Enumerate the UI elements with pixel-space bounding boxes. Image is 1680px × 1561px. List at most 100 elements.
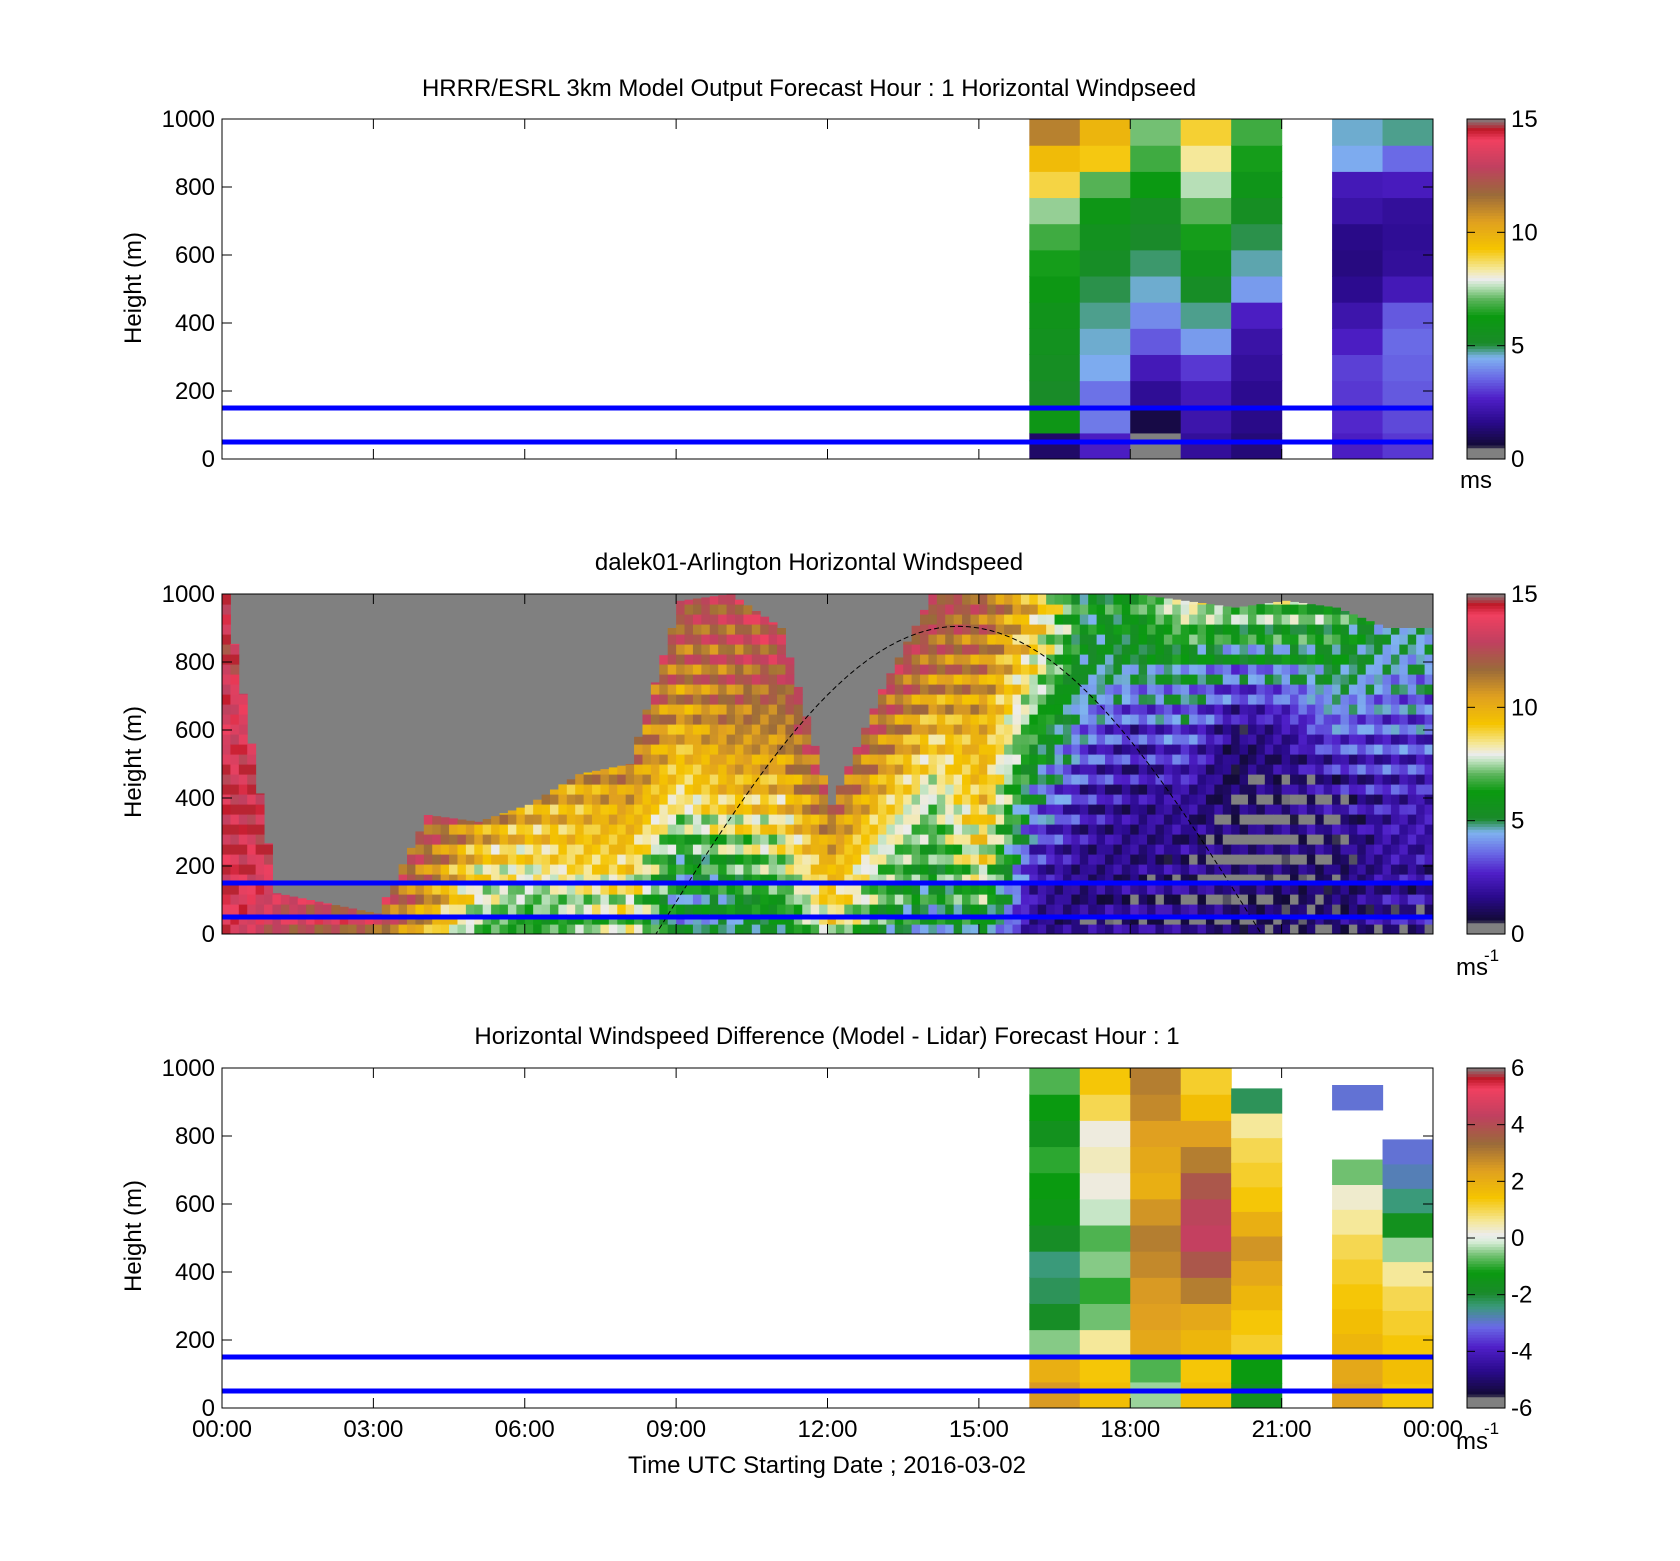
heatmap-cell — [1054, 664, 1064, 675]
colorbar-swatch — [1467, 1308, 1505, 1313]
heatmap-cell — [1256, 764, 1266, 775]
heatmap-cell — [1062, 614, 1072, 625]
heatmap-cell — [322, 904, 332, 915]
colorbar-swatch — [1467, 1138, 1505, 1143]
heatmap-cell — [1407, 874, 1417, 885]
heatmap-cell — [432, 824, 442, 835]
heatmap-cell — [718, 714, 728, 725]
heatmap-cell — [465, 834, 475, 845]
heatmap-cell — [1290, 604, 1299, 615]
heatmap-cell — [692, 754, 702, 765]
heatmap-cell — [1298, 864, 1308, 875]
heatmap-cell — [1105, 824, 1114, 835]
heatmap-cell — [642, 854, 652, 865]
heatmap-cell — [1323, 714, 1333, 725]
heatmap-cell — [928, 894, 938, 905]
heatmap-cell — [415, 874, 425, 885]
heatmap-cell — [802, 784, 812, 795]
heatmap-cell — [440, 894, 450, 905]
heatmap-cell — [1121, 694, 1131, 705]
heatmap-cell — [423, 904, 433, 915]
heatmap-cell — [928, 824, 938, 835]
heatmap-cell — [230, 794, 240, 805]
heatmap-cell — [558, 864, 568, 875]
heatmap-cell — [1180, 874, 1190, 885]
heatmap-cell — [1231, 614, 1241, 625]
heatmap-cell — [760, 754, 770, 765]
heatmap-cell — [793, 874, 803, 885]
heatmap-cell — [852, 814, 862, 825]
heatmap-cell — [1273, 824, 1283, 835]
heatmap-cell — [802, 904, 812, 915]
heatmap-cell — [1130, 145, 1182, 172]
heatmap-cell — [726, 724, 736, 735]
heatmap-cell — [1071, 824, 1081, 835]
heatmap-cell — [751, 804, 761, 815]
colorbar-swatch — [1467, 798, 1505, 802]
heatmap-cell — [701, 884, 711, 895]
heatmap-cell — [894, 804, 904, 815]
heatmap-cell — [1306, 744, 1316, 755]
heatmap-cell — [1138, 714, 1148, 725]
colorbar-swatch — [1467, 1167, 1505, 1171]
heatmap-cell — [238, 794, 248, 805]
heatmap-cell — [1130, 924, 1140, 934]
heatmap-cell — [734, 904, 744, 915]
heatmap-cell — [1306, 824, 1316, 835]
heatmap-cell — [1424, 654, 1433, 665]
heatmap-cell — [1037, 724, 1047, 735]
heatmap-cell — [751, 624, 761, 635]
heatmap-cell — [692, 904, 702, 915]
heatmap-cell — [1332, 302, 1384, 329]
heatmap-cell — [1357, 844, 1367, 855]
heatmap-cell — [1256, 884, 1266, 895]
heatmap-cell — [457, 864, 467, 875]
heatmap-cell — [297, 904, 307, 915]
heatmap-cell — [238, 774, 248, 785]
colorbar-swatch — [1467, 659, 1505, 663]
heatmap-cell — [692, 644, 702, 655]
heatmap-cell — [625, 804, 635, 815]
heatmap-cell — [465, 854, 475, 865]
heatmap-cell — [827, 814, 837, 825]
heatmap-cell — [659, 824, 669, 835]
heatmap-cell — [777, 714, 786, 725]
heatmap-cell — [701, 614, 711, 625]
heatmap-cell — [903, 794, 913, 805]
heatmap-cell — [667, 834, 677, 845]
heatmap-cell — [541, 824, 551, 835]
heatmap-cell — [978, 864, 988, 875]
heatmap-cell — [1163, 744, 1173, 755]
heatmap-cell — [1046, 894, 1056, 905]
colorbar-swatch — [1467, 136, 1505, 140]
heatmap-cell — [987, 844, 997, 855]
heatmap-cell — [676, 904, 686, 915]
heatmap-cell — [970, 824, 980, 835]
heatmap-cell — [692, 614, 702, 625]
colorbar-swatch — [1467, 161, 1505, 165]
heatmap-cell — [1416, 794, 1426, 805]
heatmap-cell — [1054, 724, 1064, 735]
heatmap-cell — [1079, 654, 1089, 665]
heatmap-cell — [1407, 684, 1417, 695]
heatmap-cell — [802, 894, 812, 905]
heatmap-cell — [533, 834, 543, 845]
heatmap-cell — [1079, 145, 1131, 172]
heatmap-cell — [1172, 714, 1182, 725]
heatmap-cell — [1071, 894, 1081, 905]
heatmap-cell — [1281, 824, 1291, 835]
heatmap-cell — [1382, 328, 1433, 355]
heatmap-cell — [583, 874, 593, 885]
heatmap-cell — [734, 844, 744, 855]
heatmap-cell — [1138, 904, 1148, 915]
heatmap-cell — [701, 704, 711, 715]
heatmap-cell — [684, 884, 694, 895]
heatmap-cell — [1416, 744, 1426, 755]
heatmap-cell — [1222, 804, 1232, 815]
heatmap-cell — [482, 854, 492, 865]
heatmap-cell — [785, 874, 795, 885]
heatmap-cell — [1340, 674, 1350, 685]
heatmap-cell — [920, 734, 929, 745]
heatmap-cell — [734, 884, 744, 895]
heatmap-cell — [1231, 223, 1283, 251]
